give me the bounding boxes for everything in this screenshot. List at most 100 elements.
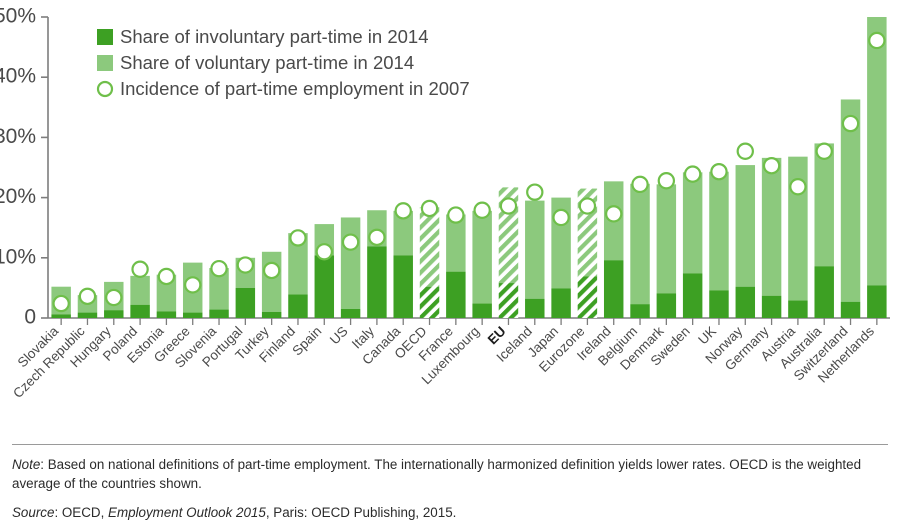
bar-segment-voluntary[interactable]: [261, 251, 282, 312]
incidence-marker[interactable]: [262, 261, 281, 280]
bar-segment-involuntary[interactable]: [104, 310, 124, 318]
bar-group: [682, 172, 703, 318]
bar-segment-involuntary[interactable]: [235, 287, 256, 318]
bar-group: [709, 171, 729, 318]
bar-segment-involuntary[interactable]: [525, 298, 545, 318]
bar-segment-involuntary[interactable]: [367, 246, 387, 318]
bar-segment-involuntary[interactable]: [788, 300, 808, 318]
bar-segment-involuntary[interactable]: [867, 285, 887, 318]
bar-segment-voluntary[interactable]: [130, 275, 150, 305]
bar-segment-involuntary[interactable]: [682, 273, 703, 318]
bar-segment-involuntary[interactable]: [209, 309, 229, 318]
bar-segment-involuntary[interactable]: [288, 294, 308, 318]
bar-segment-involuntary[interactable]: [814, 266, 834, 318]
bar-group: [367, 210, 387, 318]
bar-group: [761, 157, 782, 318]
incidence-marker[interactable]: [184, 276, 202, 294]
bar-segment-involuntary[interactable]: [761, 295, 782, 318]
incidence-marker[interactable]: [499, 197, 518, 215]
y-tick-label: 10%: [0, 245, 36, 268]
incidence-marker[interactable]: [131, 260, 149, 278]
bar-segment-involuntary[interactable]: [340, 308, 361, 318]
bar-group: [656, 184, 677, 318]
bar-segment-involuntary[interactable]: [656, 293, 677, 318]
bar-group: [472, 210, 492, 318]
bar-segment-voluntary[interactable]: [525, 200, 545, 299]
incidence-marker[interactable]: [315, 243, 333, 261]
bar-segment-involuntary[interactable]: [261, 311, 282, 318]
bar-segment-involuntary[interactable]: [735, 286, 756, 318]
bar-segment-involuntary[interactable]: [314, 255, 335, 318]
incidence-marker[interactable]: [815, 142, 833, 160]
incidence-marker[interactable]: [841, 114, 860, 133]
bar-segment-voluntary[interactable]: [761, 157, 782, 296]
bar-segment-voluntary[interactable]: [340, 217, 361, 309]
bar-segment-involuntary[interactable]: [840, 301, 861, 318]
bar-segment-involuntary[interactable]: [51, 314, 71, 318]
bar-segment-voluntary[interactable]: [156, 274, 177, 312]
bar-segment-involuntary[interactable]: [182, 312, 203, 318]
bar-segment-voluntary[interactable]: [393, 210, 413, 256]
incidence-marker[interactable]: [447, 206, 465, 224]
bar-group: [630, 183, 650, 318]
incidence-marker[interactable]: [526, 183, 544, 201]
incidence-marker[interactable]: [289, 229, 307, 247]
incidence-marker[interactable]: [605, 205, 623, 223]
source-body-a: : OECD,: [54, 505, 109, 520]
bar-segment-involuntary[interactable]: [551, 288, 571, 319]
bar-segment-voluntary[interactable]: [814, 143, 834, 267]
bar-segment-involuntary[interactable]: [603, 260, 624, 318]
bar-segment-involuntary[interactable]: [156, 311, 177, 318]
incidence-marker[interactable]: [631, 175, 649, 194]
incidence-marker[interactable]: [78, 287, 97, 306]
bar-segment-voluntary[interactable]: [446, 214, 466, 272]
incidence-marker[interactable]: [578, 197, 597, 215]
incidence-marker[interactable]: [789, 178, 807, 196]
incidence-marker[interactable]: [473, 201, 491, 219]
bar-segment-involuntary[interactable]: [630, 304, 650, 318]
bar-segment-voluntary[interactable]: [472, 210, 492, 304]
incidence-marker[interactable]: [341, 233, 360, 251]
bar-segment-voluntary[interactable]: [630, 183, 650, 305]
bar-segment-involuntary[interactable]: [472, 303, 492, 318]
incidence-marker[interactable]: [210, 259, 228, 278]
bar-segment-voluntary[interactable]: [867, 17, 887, 286]
bar-segment-involuntary[interactable]: [577, 276, 598, 318]
bar-segment-involuntary[interactable]: [393, 255, 413, 318]
bar-segment-voluntary[interactable]: [682, 172, 703, 274]
bar-segment-involuntary[interactable]: [446, 271, 466, 318]
bar-segment-voluntary[interactable]: [419, 207, 440, 287]
incidence-marker[interactable]: [236, 256, 255, 274]
incidence-marker[interactable]: [368, 228, 386, 247]
bar-segment-involuntary[interactable]: [709, 290, 729, 318]
bar-segment-involuntary[interactable]: [130, 304, 150, 318]
incidence-marker[interactable]: [552, 208, 570, 227]
bar-segment-voluntary[interactable]: [709, 171, 729, 291]
y-tick-label: 0: [24, 306, 36, 329]
incidence-marker[interactable]: [657, 172, 676, 190]
bar-segment-involuntary[interactable]: [498, 283, 519, 318]
bar-segment-voluntary[interactable]: [735, 165, 756, 287]
bar-segment-involuntary[interactable]: [419, 286, 440, 318]
incidence-marker[interactable]: [394, 202, 412, 220]
incidence-marker[interactable]: [736, 142, 754, 160]
bar-segment-voluntary[interactable]: [840, 99, 861, 302]
incidence-marker[interactable]: [420, 199, 439, 218]
incidence-marker[interactable]: [710, 163, 728, 181]
incidence-marker[interactable]: [105, 288, 123, 307]
bar-segment-voluntary[interactable]: [288, 233, 308, 295]
incidence-marker[interactable]: [683, 165, 702, 183]
bar-segment-voluntary[interactable]: [209, 268, 229, 310]
chart-footnotes: Note: Based on national definitions of p…: [0, 436, 900, 524]
y-tick-label: 20%: [0, 185, 36, 208]
incidence-marker[interactable]: [52, 294, 70, 313]
bar-group: [288, 233, 308, 318]
bar-segment-involuntary[interactable]: [77, 312, 98, 318]
bar-segment-voluntary[interactable]: [656, 184, 677, 294]
incidence-marker[interactable]: [762, 156, 781, 175]
bar-group: [314, 224, 335, 318]
incidence-marker[interactable]: [157, 267, 176, 286]
bar-group: [840, 99, 861, 318]
incidence-marker[interactable]: [868, 31, 886, 50]
